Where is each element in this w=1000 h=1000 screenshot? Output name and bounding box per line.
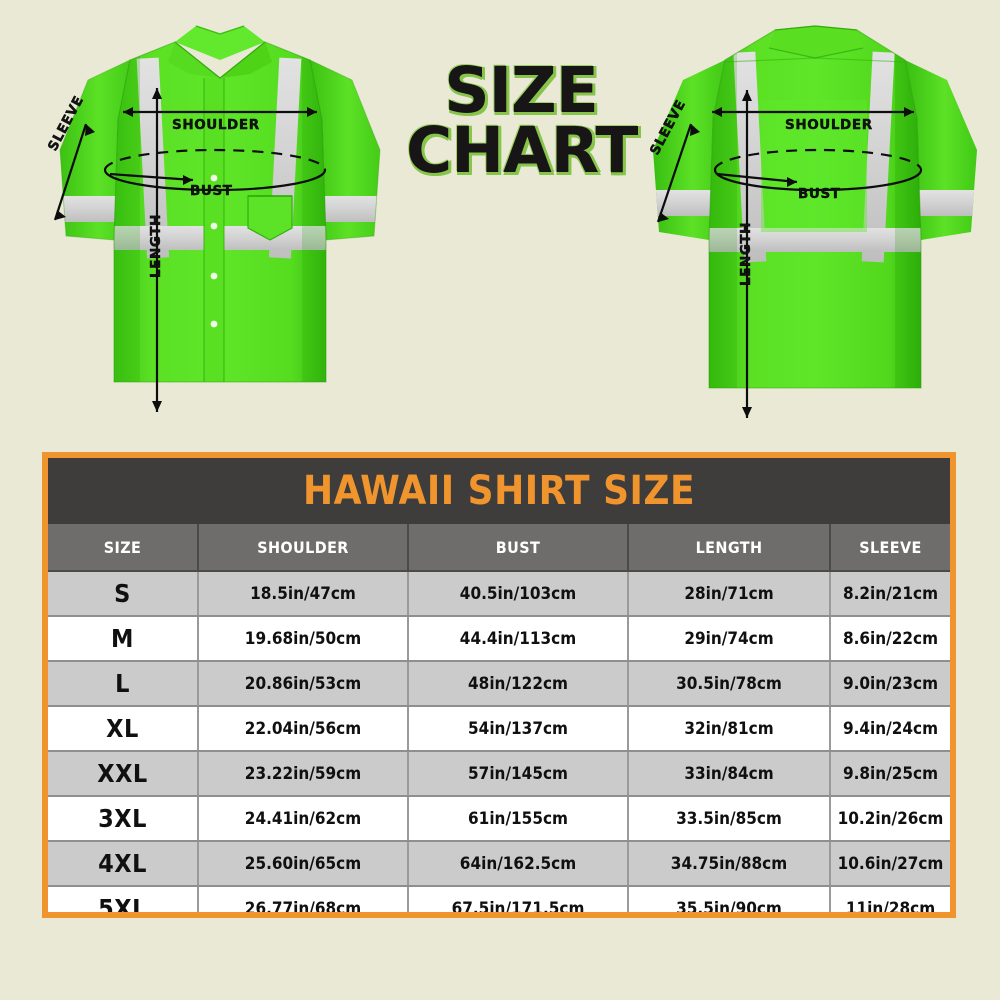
cell-sleeve: 8.6in/22cm [830,616,950,662]
illustration-area: SHOULDER BUST LENGTH SLEEVE [0,0,1000,450]
table-row: M 19.68in/50cm 44.4in/113cm 29in/74cm 8.6in/… [48,616,950,662]
cell-bust: 48in/122cm [408,661,629,707]
shirt-front-svg [53,25,381,412]
heading-line-2: CHART [406,113,638,187]
cell-bust: 67.5in/171.5cm [408,886,629,912]
cell-bust: 57in/145cm [408,751,629,797]
cell-length: 33.5in/85cm [628,796,831,842]
table-row: 5XL 26.77in/68cm 67.5in/171.5cm 35.5in/90cm… [48,886,950,912]
cell-shoulder: 24.41in/62cm [198,796,409,842]
cell-length: 29in/74cm [628,616,831,662]
cell-length: 35.5in/90cm [628,886,831,912]
cell-shoulder: 23.22in/59cm [198,751,409,797]
cell-shoulder: 25.60in/65cm [198,841,409,887]
shirt-back-svg [653,25,977,418]
cell-sleeve: 9.0in/23cm [830,661,950,707]
cell-size: XXL [48,751,199,797]
cell-length: 34.75in/88cm [628,841,831,887]
cell-size: 4XL [48,841,199,887]
cell-length: 30.5in/78cm [628,661,831,707]
cell-sleeve: 9.4in/24cm [830,706,950,752]
size-table-header-row: SIZE SHOULDER BUST LENGTH SLEEVE [48,524,950,572]
cell-sleeve: 8.2in/21cm [830,571,950,617]
cell-bust: 40.5in/103cm [408,571,629,617]
size-table-title: HAWAII SHIRT SIZE [48,458,950,524]
shirt-front-diagram: SHOULDER BUST LENGTH SLEEVE [30,0,410,420]
table-row: L 20.86in/53cm 48in/122cm 30.5in/78cm 9.0in/… [48,661,950,707]
back-length-label: LENGTH [738,221,754,286]
table-row: XXL 23.22in/59cm 57in/145cm 33in/84cm 9.8in/… [48,751,950,797]
cell-size: 5XL [48,886,199,912]
size-table-title-row: HAWAII SHIRT SIZE [48,458,950,524]
column-header-bust: BUST [408,524,629,572]
cell-shoulder: 19.68in/50cm [198,616,409,662]
table-row: 3XL 24.41in/62cm 61in/155cm 33.5in/85cm 10.2… [48,796,950,842]
column-header-shoulder: SHOULDER [198,524,409,572]
cell-size: XL [48,706,199,752]
back-measure-arrows [656,90,923,418]
back-bust-label: BUST [798,186,841,202]
front-measure-arrows [53,88,327,412]
cell-length: 32in/81cm [628,706,831,752]
table-row: S 18.5in/47cm 40.5in/103cm 28in/71cm 8.2in/2… [48,571,950,617]
cell-length: 28in/71cm [628,571,831,617]
cell-sleeve: 11in/28cm [830,886,950,912]
cell-bust: 64in/162.5cm [408,841,629,887]
cell-shoulder: 26.77in/68cm [198,886,409,912]
back-body [708,25,922,389]
front-bust-label: BUST [190,183,233,199]
cell-bust: 61in/155cm [408,796,629,842]
cell-size: 3XL [48,796,199,842]
cell-shoulder: 18.5in/47cm [198,571,409,617]
size-table-card: HAWAII SHIRT SIZE SIZE SHOULDER BUST LEN… [42,452,956,918]
cell-size: L [48,661,199,707]
cell-shoulder: 22.04in/56cm [198,706,409,752]
size-chart-heading: SIZE CHART [406,54,638,187]
back-shoulder-label: SHOULDER [785,117,873,133]
cell-length: 33in/84cm [628,751,831,797]
table-row: 4XL 25.60in/65cm 64in/162.5cm 34.75in/88cm 1… [48,841,950,887]
front-body [113,25,327,383]
column-header-size: SIZE [48,524,199,572]
heading-line-1: SIZE [444,54,599,127]
table-row: XL 22.04in/56cm 54in/137cm 32in/81cm 9.4in/2… [48,706,950,752]
cell-size: M [48,616,199,662]
shirt-back-diagram: SHOULDER BUST LENGTH SLEEVE [625,0,995,420]
size-table: HAWAII SHIRT SIZE SIZE SHOULDER BUST LEN… [48,458,950,912]
cell-size: S [48,571,199,617]
front-shoulder-label: SHOULDER [172,117,260,133]
cell-sleeve: 10.6in/27cm [830,841,950,887]
cell-shoulder: 20.86in/53cm [198,661,409,707]
cell-bust: 44.4in/113cm [408,616,629,662]
column-header-length: LENGTH [628,524,831,572]
cell-sleeve: 10.2in/26cm [830,796,950,842]
front-length-label: LENGTH [148,213,164,278]
cell-sleeve: 9.8in/25cm [830,751,950,797]
cell-bust: 54in/137cm [408,706,629,752]
column-header-sleeve: SLEEVE [830,524,950,572]
